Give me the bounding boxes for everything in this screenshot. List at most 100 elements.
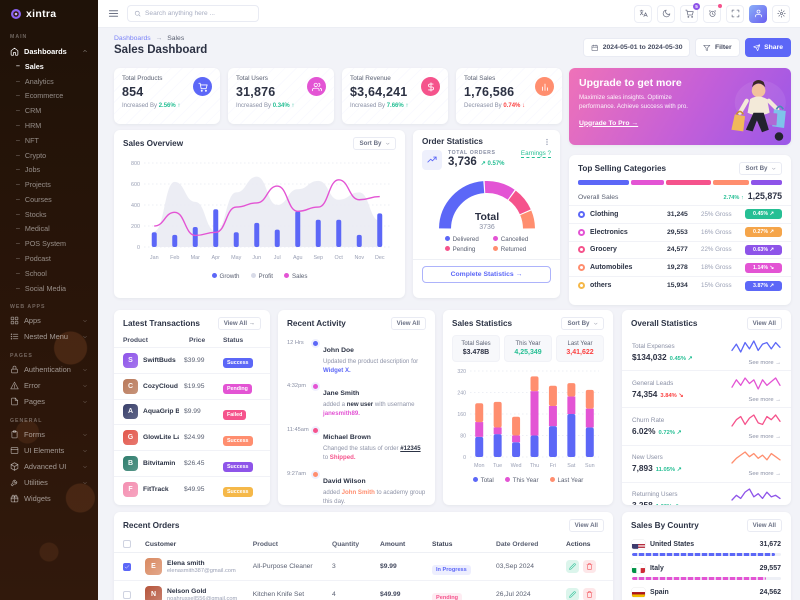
category-row-electronics[interactable]: Electronics 29,553 16% Gross 0.27% ↗ — [569, 222, 791, 241]
transaction-row-bitvitamin[interactable]: B Bitvitamin $26.45 Success — [114, 450, 270, 476]
sidebar-item-error[interactable]: Error — [0, 378, 98, 394]
kpi-change: Increased By 0.34% ↑ — [236, 103, 295, 109]
overall-statistics-view-all-button[interactable]: View All — [746, 317, 782, 330]
edit-order-button[interactable] — [566, 560, 579, 573]
category-row-others[interactable]: others 15,934 15% Gross 3.87% ↗ — [569, 276, 791, 294]
earnings-link[interactable]: Earnings ? — [520, 150, 551, 158]
dark-mode-toggle[interactable] — [657, 4, 675, 23]
sidebar-item-apps[interactable]: Apps — [0, 313, 98, 329]
legend-item[interactable]: Last Year — [549, 477, 583, 484]
transaction-row-fittrack[interactable]: F FitTrack $49.95 Success — [114, 475, 270, 502]
sales-statistics-sortby[interactable]: Sort By — [561, 317, 604, 330]
legend-item[interactable]: Growth — [211, 273, 240, 280]
category-row-clothing[interactable]: Clothing 31,245 25% Gross 0.45% ↗ — [569, 205, 791, 223]
activity-item[interactable]: 9:27am David Wilson added John Smith to … — [278, 466, 435, 505]
share-button[interactable]: Share — [744, 38, 791, 57]
orders-view-all-button[interactable]: View All — [568, 519, 604, 532]
legend-item[interactable]: Pending — [444, 246, 479, 253]
activity-item[interactable]: 12 Hrs John Doe Updated the product desc… — [278, 335, 435, 379]
sidebar-item-ui-elements[interactable]: UI Elements — [0, 443, 98, 459]
sidebar-item-analytics[interactable]: – Analytics — [16, 76, 54, 86]
notifications-button[interactable] — [703, 3, 722, 23]
legend-item[interactable]: This Year — [504, 477, 539, 484]
sidebar-item-projects[interactable]: – Projects — [16, 180, 51, 190]
fullscreen-button[interactable] — [726, 4, 744, 23]
see-more-link[interactable]: See more → — [748, 359, 781, 366]
delete-order-button[interactable] — [583, 588, 596, 600]
activity-item[interactable]: 4:32pm Jane Smith added a new user with … — [278, 379, 435, 423]
sidebar-item-sales[interactable]: – Sales — [16, 61, 44, 71]
row-checkbox[interactable] — [123, 590, 131, 599]
complete-statistics-button[interactable]: Complete Statistics → — [422, 266, 551, 283]
edit-order-button[interactable] — [566, 588, 579, 600]
transaction-row-glowlite-lamp[interactable]: G GlowLite Lamp $24.99 Success — [114, 424, 270, 450]
sidebar-item-widgets[interactable]: Widgets — [0, 491, 98, 507]
sidebar-item-crypto[interactable]: – Crypto — [16, 150, 47, 160]
see-more-link[interactable]: See more → — [748, 396, 781, 403]
order-row-elena-smith[interactable]: E Elena smith elenasmith387@gmail.com Al… — [114, 553, 613, 581]
sidebar-item-utilities[interactable]: Utilities — [0, 475, 98, 491]
country-row-spain[interactable]: Spain 24,562 — [622, 583, 791, 600]
more-options-icon[interactable] — [543, 138, 551, 146]
category-dot — [578, 264, 585, 272]
delete-order-button[interactable] — [583, 560, 596, 573]
sidebar-item-stocks[interactable]: – Stocks — [16, 209, 47, 219]
sales-overview-legend: Growth Profit Sales — [114, 273, 405, 280]
sidebar-item-pages[interactable]: Pages — [0, 394, 98, 410]
sidebar-item-courses[interactable]: – Courses — [16, 194, 52, 204]
search-input[interactable] — [145, 10, 252, 17]
legend-item[interactable]: Returned — [492, 246, 529, 253]
sidebar-item-jobs[interactable]: – Jobs — [16, 165, 41, 175]
user-avatar[interactable] — [749, 4, 767, 23]
filter-button[interactable]: Filter — [695, 38, 740, 57]
upgrade-pro-link[interactable]: Upgrade To Pro → — [579, 119, 639, 127]
legend-item[interactable]: Delivered — [444, 236, 479, 243]
legend-item[interactable]: Cancelled — [492, 236, 528, 243]
cart-button[interactable]: 5 — [680, 2, 700, 23]
sidebar-item-advanced-ui[interactable]: Advanced UI — [0, 459, 98, 475]
legend-item[interactable]: Sales — [283, 273, 307, 280]
sales-overview-sortby[interactable]: Sort By — [353, 137, 396, 150]
country-view-all-button[interactable]: View All — [746, 519, 782, 532]
sidebar-item-social-media[interactable]: – Social Media — [16, 283, 67, 293]
see-more-link[interactable]: See more → — [748, 471, 781, 478]
sidebar-item-ecommerce[interactable]: – Ecommerce — [16, 91, 64, 101]
category-row-automobiles[interactable]: Automobiles 19,278 18% Gross 1.14% ↘ — [569, 258, 791, 276]
sidebar-item-authentication[interactable]: Authentication — [0, 362, 98, 378]
settings-button[interactable] — [772, 4, 790, 23]
activity-item[interactable]: 11:45am Michael Brown Changed the status… — [278, 422, 435, 466]
top-categories-sortby[interactable]: Sort By — [739, 162, 782, 175]
transaction-row-cozycloud-pillow[interactable]: C CozyCloud Pillow $19.95 Pending — [114, 372, 270, 399]
menu-toggle-icon[interactable] — [108, 8, 119, 19]
row-checkbox[interactable] — [123, 562, 131, 571]
legend-item[interactable]: Total — [472, 477, 494, 484]
sidebar-item-dashboards[interactable]: Dashboards — [0, 43, 98, 59]
sidebar-item-forms[interactable]: Forms — [0, 427, 98, 443]
sidebar-item-school[interactable]: – School — [16, 268, 47, 278]
select-all-checkbox[interactable] — [123, 540, 131, 548]
language-button[interactable] — [634, 4, 652, 23]
country-row-united-states[interactable]: United States 31,672 — [622, 535, 791, 559]
transaction-row-swiftbuds[interactable]: S SwiftBuds $39.99 Success — [114, 347, 270, 373]
column-header: Amount — [380, 540, 406, 548]
sidebar-item-medical[interactable]: – Medical — [16, 224, 50, 234]
date-range-picker[interactable]: 2024-05-01 to 2024-05-30 — [583, 38, 691, 57]
see-more-link[interactable]: See more → — [748, 433, 781, 440]
brand-logo[interactable]: xintra — [0, 0, 98, 26]
order-row-nelson-gold[interactable]: N Nelson Gold noahrussell556@gmail.com K… — [114, 581, 613, 600]
category-row-grocery[interactable]: Grocery 24,577 22% Gross 0.63% ↗ — [569, 240, 791, 259]
sidebar-item-nft[interactable]: – NFT — [16, 135, 39, 145]
sidebar-item-pos-system[interactable]: – POS System — [16, 239, 67, 249]
breadcrumb-dashboards[interactable]: Dashboards — [114, 35, 151, 42]
orders-gauge-legend: Delivered Cancelled Pending Returned — [413, 236, 560, 253]
sidebar-item-crm[interactable]: – CRM — [16, 106, 42, 116]
transactions-view-all-button[interactable]: View All → — [217, 317, 261, 330]
sidebar-item-nested-menu[interactable]: Nested Menu — [0, 329, 98, 345]
legend-item[interactable]: Profit — [250, 273, 273, 280]
activity-view-all-button[interactable]: View All — [390, 317, 426, 330]
country-row-italy[interactable]: Italy 29,557 — [622, 559, 791, 583]
sidebar-item-hrm[interactable]: – HRM — [16, 121, 42, 131]
sidebar-item-podcast[interactable]: – Podcast — [16, 254, 51, 264]
apps-icon — [10, 316, 19, 325]
transaction-row-aquagrip-bottle[interactable]: A AquaGrip Bottle $9.99 Failed — [114, 398, 270, 425]
